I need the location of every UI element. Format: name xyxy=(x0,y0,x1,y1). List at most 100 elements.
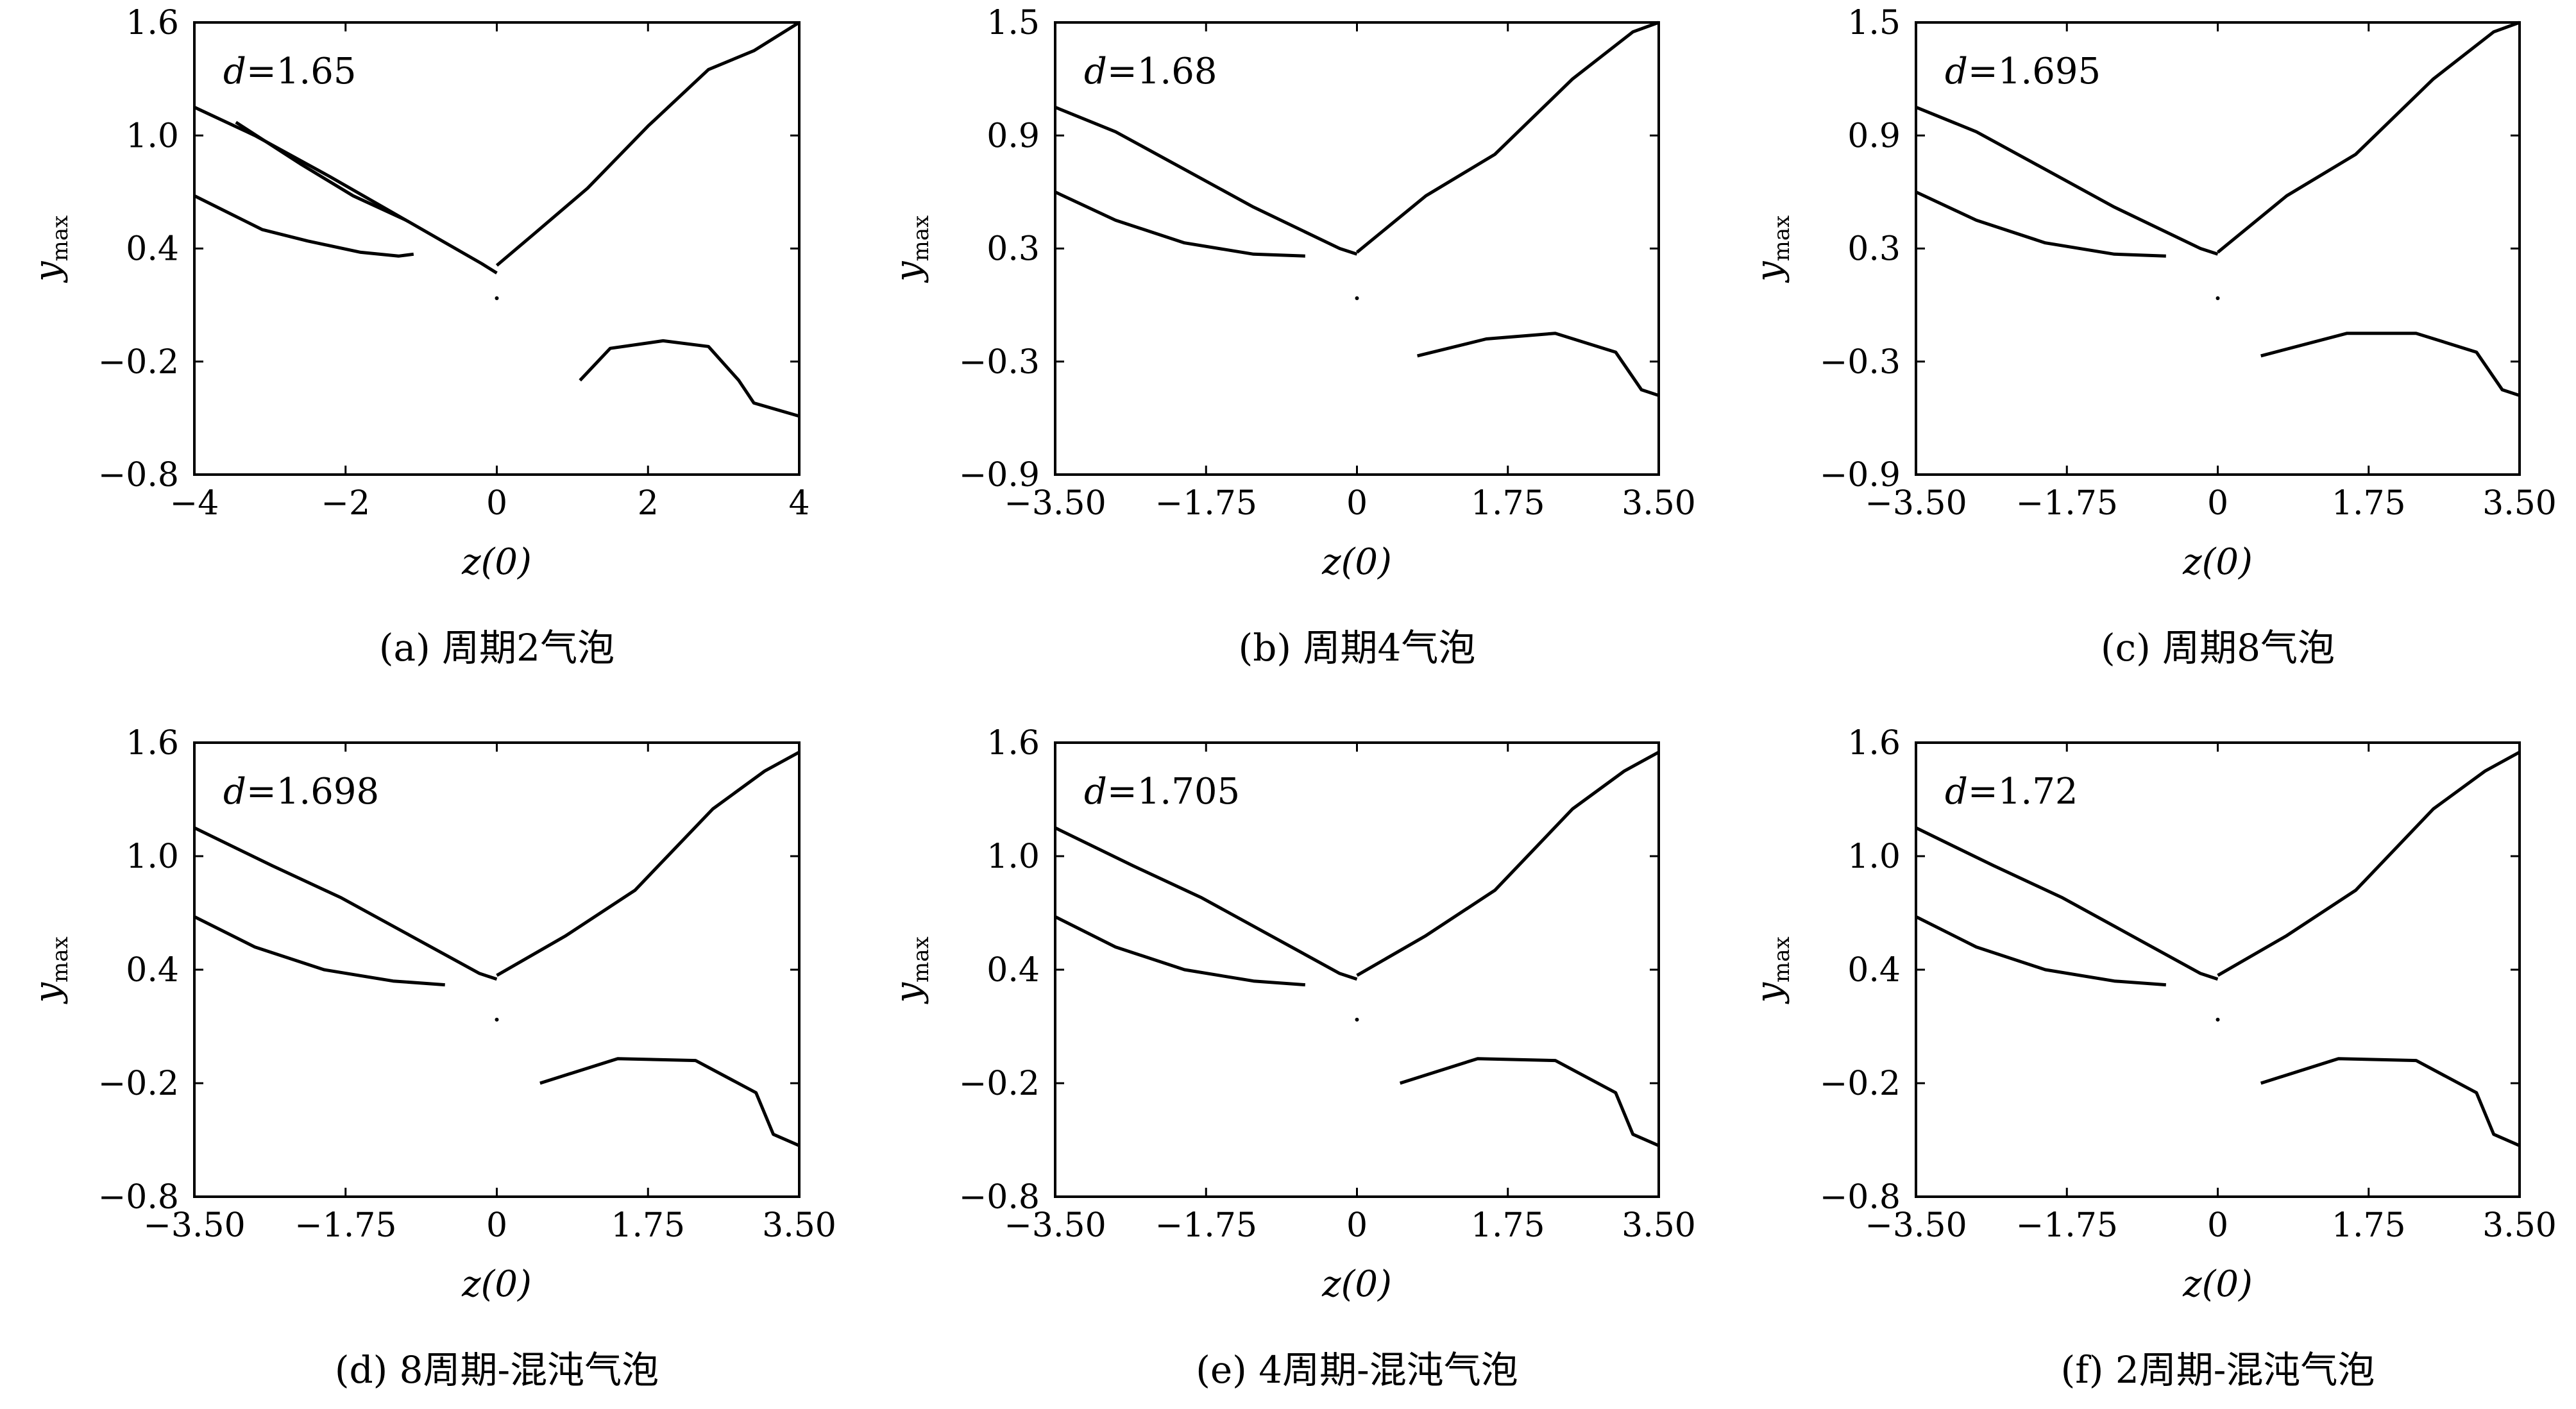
x-tick-label: 1.75 xyxy=(1471,484,1545,523)
y-tick-label: 0.3 xyxy=(987,230,1040,269)
panel-caption: (f) 2周期-混沌气泡 xyxy=(2061,1348,2375,1392)
series-curve-c-3 xyxy=(2260,332,2520,397)
x-tick-label: −3.50 xyxy=(1004,484,1106,523)
panel-caption: (b) 周期4气泡 xyxy=(1239,626,1476,670)
y-tick-label: 1.6 xyxy=(126,724,179,763)
y-tick-label: 0.4 xyxy=(1847,951,1901,990)
series-curve-c-1 xyxy=(1915,190,2166,258)
x-tick-label: 1.75 xyxy=(611,1206,685,1245)
x-axis-label: z(0) xyxy=(2182,1263,2253,1305)
series-curve-d-2 xyxy=(496,750,801,977)
x-tick-label: −1.75 xyxy=(2016,1206,2118,1245)
x-tick-label: −3.50 xyxy=(143,1206,245,1245)
y-tick-label: 0.4 xyxy=(126,951,179,990)
y-tick-label: 0.3 xyxy=(1847,230,1901,269)
panel-c: −3.50 −1.75 0 1.75 3.50 1.5 0.9 0.3 −0.3 −0.9 d=1.… xyxy=(1749,4,2557,670)
series-curve-c-0 xyxy=(1915,105,2219,256)
x-tick-label: −2 xyxy=(321,484,370,523)
y-tick-label: −0.2 xyxy=(98,1065,179,1103)
series-curve-b-0 xyxy=(1055,105,1358,256)
y-axis-label: ymax xyxy=(1749,936,1795,1004)
x-axis-label: z(0) xyxy=(1321,1263,1392,1305)
x-axis-label: z(0) xyxy=(461,1263,532,1305)
x-tick-label: −3.50 xyxy=(1004,1206,1106,1245)
x-tick-label: 0 xyxy=(486,1206,507,1245)
isolated-point xyxy=(1355,296,1359,301)
parameter-label: d=1.698 xyxy=(223,771,379,813)
series-curve-f-3 xyxy=(2260,1057,2521,1147)
y-axis-label: ymax xyxy=(27,215,73,283)
x-tick-label: 3.50 xyxy=(2482,484,2557,523)
series-curve-e-2 xyxy=(1356,750,1660,977)
x-tick-label: 0 xyxy=(2207,484,2228,523)
x-tick-label: 2 xyxy=(638,484,659,523)
isolated-point xyxy=(1355,1017,1359,1022)
series-curve-a-1 xyxy=(235,121,407,222)
panel-e: −3.50 −1.75 0 1.75 3.50 1.6 1.0 0.4 −0.2 −0.8 d=1.… xyxy=(888,724,1696,1392)
y-tick-label: 1.0 xyxy=(126,838,179,876)
x-tick-label: −3.50 xyxy=(1865,1206,1967,1245)
x-tick-label: −1.75 xyxy=(1155,1206,1257,1245)
y-tick-label: −0.9 xyxy=(959,456,1040,494)
panel-caption: (d) 8周期-混沌气泡 xyxy=(335,1348,659,1392)
series-curve-d-3 xyxy=(539,1057,800,1147)
y-axis-label: ymax xyxy=(1749,215,1795,283)
series-curve-b-1 xyxy=(1054,190,1305,258)
isolated-point xyxy=(2216,296,2220,301)
isolated-point xyxy=(495,296,499,301)
series-curve-d-0 xyxy=(193,826,498,981)
x-tick-label: 0 xyxy=(1346,484,1368,523)
x-tick-label: −1.75 xyxy=(1155,484,1257,523)
y-axis-label: ymax xyxy=(888,936,934,1004)
x-tick-label: 1.75 xyxy=(2332,484,2406,523)
parameter-label: d=1.705 xyxy=(1084,771,1240,813)
panel-caption: (a) 周期2气泡 xyxy=(379,626,614,670)
panel-b: −3.50 −1.75 0 1.75 3.50 1.5 0.9 0.3 −0.3 −0.9 d=1.… xyxy=(888,4,1696,670)
parameter-label: d=1.65 xyxy=(223,51,356,92)
y-tick-label: −0.2 xyxy=(1820,1065,1901,1103)
x-tick-label: 0 xyxy=(486,484,507,523)
series-curve-c-2 xyxy=(2216,21,2520,254)
series-curve-e-3 xyxy=(1399,1057,1660,1147)
panel-a: −4 −2 0 2 4 1.6 1.0 0.4 −0.2 −0.8 d=1.65 z(0) ymax (a… xyxy=(27,4,810,670)
parameter-label: d=1.68 xyxy=(1084,51,1217,92)
x-tick-label: 0 xyxy=(2207,1206,2228,1245)
series-curve-f-0 xyxy=(1915,826,2219,981)
panel-caption: (c) 周期8气泡 xyxy=(2101,626,2335,670)
y-tick-label: −0.8 xyxy=(98,456,179,494)
y-tick-label: −0.3 xyxy=(1820,343,1901,382)
y-tick-label: 1.5 xyxy=(1847,4,1901,42)
isolated-point xyxy=(495,1017,499,1022)
x-axis-label: z(0) xyxy=(461,541,532,583)
y-tick-label: −0.9 xyxy=(1820,456,1901,494)
x-axis-label: z(0) xyxy=(1321,541,1392,583)
series-curve-a-0 xyxy=(193,105,498,274)
series-curve-b-3 xyxy=(1417,332,1659,397)
y-axis-label: ymax xyxy=(27,936,73,1004)
y-tick-label: 1.0 xyxy=(1847,838,1901,876)
x-tick-label: 3.50 xyxy=(1622,1206,1696,1245)
y-tick-label: −0.8 xyxy=(959,1178,1040,1217)
y-tick-label: 1.0 xyxy=(126,117,179,155)
panel-caption: (e) 4周期-混沌气泡 xyxy=(1196,1348,1518,1392)
series-curve-a-3 xyxy=(495,21,801,267)
x-tick-label: 1.75 xyxy=(1471,1206,1545,1245)
x-tick-label: 3.50 xyxy=(2482,1206,2557,1245)
x-axis-label: z(0) xyxy=(2182,541,2253,583)
y-axis-label: ymax xyxy=(888,215,934,283)
x-tick-label: 3.50 xyxy=(1622,484,1696,523)
x-tick-label: −1.75 xyxy=(2016,484,2118,523)
y-tick-label: −0.3 xyxy=(959,343,1040,382)
x-tick-label: 1.75 xyxy=(2332,1206,2406,1245)
y-tick-label: 0.9 xyxy=(1847,117,1901,155)
x-tick-label: 0 xyxy=(1346,1206,1368,1245)
y-tick-label: 0.9 xyxy=(987,117,1040,155)
series-curve-f-2 xyxy=(2217,750,2521,977)
panel-f: −3.50 −1.75 0 1.75 3.50 1.6 1.0 0.4 −0.2 −0.8 d=1.… xyxy=(1749,724,2557,1392)
panel-d: −3.50 −1.75 0 1.75 3.50 1.6 1.0 0.4 −0.2 −0.8 d=1.… xyxy=(27,724,836,1392)
isolated-point xyxy=(2216,1017,2220,1022)
parameter-label: d=1.695 xyxy=(1945,51,2101,92)
x-tick-label: −3.50 xyxy=(1865,484,1967,523)
x-tick-label: 3.50 xyxy=(762,1206,836,1245)
